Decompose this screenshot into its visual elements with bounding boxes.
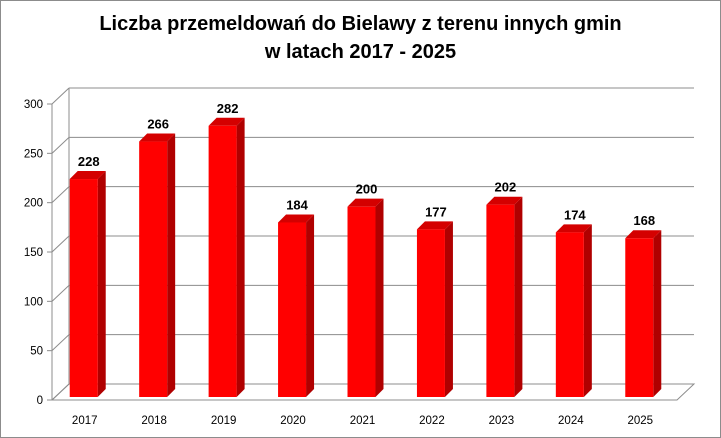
chart-title-line-1: Liczba przemeldowań do Bielawy z terenu … [99,13,622,35]
bar-top [69,171,106,180]
data-label: 202 [495,180,517,195]
bar [278,214,315,397]
gridline-side [51,284,70,302]
bar-side [236,117,245,397]
y-axis-ticks: 0 50 100 150 200 250 300 [24,99,43,407]
y-tick-label: 100 [24,296,43,308]
bar-top [208,117,245,126]
bar [347,198,384,397]
bar-side [583,224,592,397]
gridline-side [51,334,70,352]
bar [625,230,662,397]
y-tick-label: 0 [37,395,43,407]
bar-side [444,221,453,397]
bar-front [278,222,307,397]
bar-front [486,204,515,397]
gridline-side [51,87,70,105]
bar-front [208,125,237,397]
x-tick-label: 2021 [350,415,376,427]
bar-front [555,232,584,397]
data-label: 200 [356,182,378,197]
bars [69,117,662,397]
bar-top [625,230,662,239]
x-tick-label: 2023 [489,415,515,427]
bar-side [97,171,106,397]
data-label: 282 [217,101,239,116]
bar-front [625,238,654,397]
bar-side [375,198,384,397]
x-tick-label: 2024 [558,415,584,427]
data-labels: 228 266 282 184 200 177 202 174 168 [78,101,655,228]
bar-side [653,230,662,397]
bar [208,117,245,397]
data-label: 184 [286,197,308,212]
x-tick-label: 2022 [419,415,445,427]
chart-title: Liczba przemeldowań do Bielawy z terenu … [0,10,721,66]
data-label: 266 [147,117,169,132]
bar-side [306,214,315,397]
data-label: 168 [633,213,655,228]
y-tick-label: 50 [30,346,43,358]
bar-top [139,133,176,142]
bar-top [486,196,523,205]
bar-side [514,196,523,397]
gridline-side [51,136,70,154]
bar [486,196,523,397]
y-tick-label: 250 [24,148,43,160]
x-tick-label: 2017 [72,415,98,427]
y-tick-label: 150 [24,247,43,259]
bar-top [278,214,315,223]
data-label: 177 [425,204,447,219]
bar [416,221,453,397]
x-tick-label: 2019 [211,415,237,427]
bar [69,171,106,397]
bar-top [416,221,453,230]
floor [50,383,696,401]
axes [47,88,696,401]
bar-front [416,229,445,397]
gridline-side [51,235,70,253]
bar-front [69,179,98,397]
data-label: 174 [564,207,586,222]
x-axis-ticks: 2017 2018 2019 2020 2021 2022 2023 2024 2025 [72,415,653,427]
x-tick-label: 2025 [627,415,653,427]
y-tick-label: 200 [24,198,43,210]
x-tick-label: 2020 [280,415,306,427]
bar-top [347,198,384,207]
chart-title-line-2: w latach 2017 - 2025 [264,41,457,63]
bar [555,224,592,397]
x-tick-label: 2018 [141,415,167,427]
bar [139,133,176,397]
bar-front [139,141,168,397]
bar-top [555,224,592,233]
bar-front [347,206,376,397]
data-label: 228 [78,154,100,169]
bar-side [167,133,176,397]
y-tick-label: 300 [24,99,43,111]
gridline-side [51,186,70,204]
